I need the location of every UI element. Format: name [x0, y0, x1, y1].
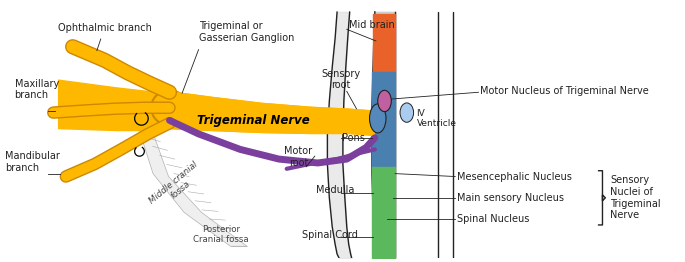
- Ellipse shape: [377, 90, 391, 112]
- Text: Trigeminal or
Gasserian Ganglion: Trigeminal or Gasserian Ganglion: [199, 21, 294, 43]
- Text: Ophthalmic branch: Ophthalmic branch: [58, 23, 151, 33]
- Text: Main sensory Nucleus: Main sensory Nucleus: [457, 193, 564, 203]
- Text: Trigeminal Nerve: Trigeminal Nerve: [197, 114, 310, 127]
- Text: Spinal Nucleus: Spinal Nucleus: [457, 214, 530, 224]
- Text: Sensory
Nuclei of
Trigeminal
Nerve: Sensory Nuclei of Trigeminal Nerve: [610, 176, 661, 220]
- Ellipse shape: [369, 104, 386, 133]
- Text: Posterior
Cranial fossa: Posterior Cranial fossa: [193, 225, 249, 244]
- Text: Motor Nucleus of Trigeminal Nerve: Motor Nucleus of Trigeminal Nerve: [480, 86, 649, 96]
- Text: Mid brain: Mid brain: [349, 20, 395, 30]
- Text: Motor
root: Motor root: [284, 146, 312, 168]
- Ellipse shape: [400, 103, 414, 122]
- Text: Mesencephalic Nucleus: Mesencephalic Nucleus: [457, 172, 572, 182]
- Text: Spinal Cord: Spinal Cord: [302, 230, 358, 240]
- Polygon shape: [138, 128, 247, 246]
- Text: IV
Ventricle: IV Ventricle: [416, 109, 456, 128]
- Text: Pons: Pons: [342, 133, 365, 143]
- Text: Middle cranial
fossa: Middle cranial fossa: [148, 159, 207, 213]
- Text: Maxillary
branch: Maxillary branch: [14, 79, 59, 100]
- Ellipse shape: [151, 90, 188, 125]
- Text: Sensory
root: Sensory root: [321, 69, 360, 90]
- Text: Mandibular
branch: Mandibular branch: [5, 151, 60, 173]
- Text: Medulla: Medulla: [316, 185, 354, 195]
